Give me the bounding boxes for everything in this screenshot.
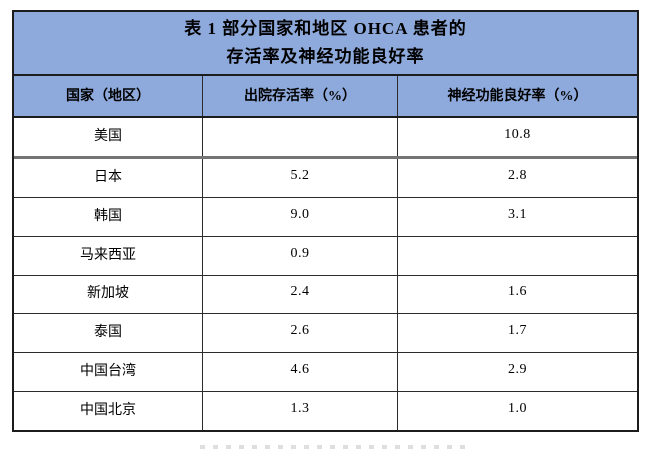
cell-country: 泰国	[94, 325, 122, 341]
cell-survival: 9.0	[202, 197, 397, 236]
cell-neuro	[397, 236, 637, 275]
cell-neuro: 10.8	[397, 118, 637, 156]
cell-country: 日本	[94, 169, 122, 185]
cell-survival: 2.4	[202, 275, 397, 314]
cell-survival: 5.2	[202, 158, 397, 197]
cell-survival: 1.3	[202, 392, 397, 430]
cell-neuro: 2.8	[397, 158, 637, 197]
cell-country: 美国	[94, 128, 122, 144]
cropped-caption-remnant	[200, 445, 472, 449]
table-header-row: 国家（地区） 出院存活率（%） 神经功能良好率（%）	[14, 76, 637, 118]
table-row: 韩国 9.0 3.1	[14, 197, 637, 237]
table-title-line1: 表 1 部分国家和地区 OHCA 患者的	[184, 19, 467, 38]
cell-country: 新加坡	[87, 286, 129, 302]
table-title: 表 1 部分国家和地区 OHCA 患者的 存活率及神经功能良好率	[14, 12, 637, 76]
cell-survival	[202, 118, 397, 156]
table-row: 马来西亚 0.9	[14, 236, 637, 276]
cell-neuro: 1.7	[397, 314, 637, 353]
cell-neuro: 1.0	[397, 392, 637, 430]
column-header-country: 国家（地区）	[66, 89, 150, 104]
cell-neuro: 1.6	[397, 275, 637, 314]
column-header-survival: 出院存活率（%）	[202, 76, 397, 116]
table-row: 中国北京 1.3 1.0	[14, 392, 637, 430]
cell-neuro: 3.1	[397, 197, 637, 236]
cell-country: 韩国	[94, 208, 122, 224]
cell-survival: 4.6	[202, 353, 397, 392]
cell-survival: 2.6	[202, 314, 397, 353]
cell-country: 中国台湾	[80, 364, 136, 380]
ohca-survival-table: 表 1 部分国家和地区 OHCA 患者的 存活率及神经功能良好率 国家（地区） …	[12, 10, 639, 432]
table-row: 日本 5.2 2.8	[14, 158, 637, 198]
table-title-line2: 存活率及神经功能良好率	[226, 47, 425, 66]
cell-neuro: 2.9	[397, 353, 637, 392]
table-row: 泰国 2.6 1.7	[14, 314, 637, 354]
table-row: 美国 10.8	[14, 118, 637, 159]
column-header-neuro: 神经功能良好率（%）	[397, 76, 637, 116]
table-row: 中国台湾 4.6 2.9	[14, 353, 637, 393]
cell-survival: 0.9	[202, 236, 397, 275]
table-body: 美国 10.8 日本 5.2 2.8 韩国 9.0 3.1 马来西亚 0.9 新加坡 2.4 1.6 泰国…	[14, 118, 637, 430]
cell-country: 中国北京	[80, 403, 136, 419]
cell-country: 马来西亚	[80, 247, 136, 263]
table-row: 新加坡 2.4 1.6	[14, 275, 637, 315]
